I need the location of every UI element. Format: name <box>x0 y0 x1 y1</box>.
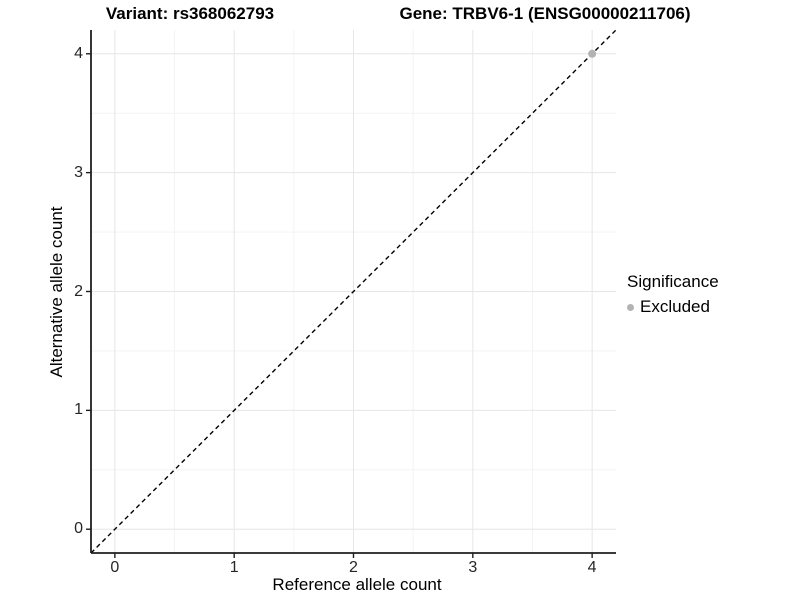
x-tick-label: 2 <box>349 559 358 576</box>
x-axis-label: Reference allele count <box>272 575 442 594</box>
x-tick-label: 3 <box>468 559 478 576</box>
y-tick-label: 1 <box>74 401 83 419</box>
y-tick-label: 2 <box>74 282 83 300</box>
y-tick-label: 4 <box>74 44 83 62</box>
x-tick-label: 4 <box>587 559 597 576</box>
variant-title: Variant: rs368062793 <box>105 4 275 23</box>
y-tick-label: 0 <box>74 520 83 538</box>
identity-line <box>90 29 617 554</box>
excluded-point-icon <box>627 303 634 311</box>
x-tick-label: 0 <box>110 559 120 576</box>
legend-title: Significance <box>627 272 719 291</box>
x-tick-label: 1 <box>229 559 239 576</box>
data-point <box>588 49 597 58</box>
y-axis-label: Alternative allele count <box>47 206 66 378</box>
legend: Significance Excluded <box>627 272 719 317</box>
legend-item-label: Excluded <box>640 297 710 316</box>
legend-item-excluded: Excluded <box>627 297 719 317</box>
gene-title: Gene: TRBV6-1 (ENSG00000211706) <box>399 4 691 23</box>
y-tick-label: 3 <box>74 163 83 181</box>
